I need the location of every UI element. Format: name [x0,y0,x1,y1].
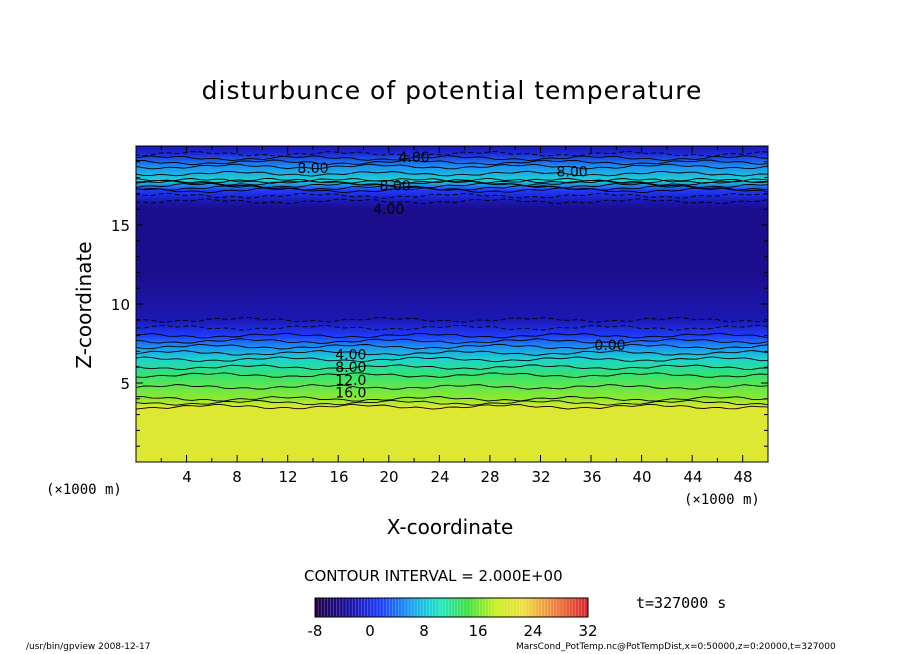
footer-left: /usr/bin/gpview 2008-12-17 [26,642,151,652]
contour-line [135,198,769,205]
colorbar-frame [314,597,589,618]
contour-line [135,396,769,402]
contour-line [135,182,769,189]
colorbar-stripes [314,598,589,617]
contour-line [135,324,769,331]
contour-line [135,163,769,170]
y-tick-label: 10 [110,296,130,314]
colorbar [314,597,589,618]
x-tick-label: 12 [278,468,298,486]
contour-label: 8.00 [556,164,587,180]
contour-label: 8.00 [335,360,366,376]
contour-label: 16.0 [335,385,366,401]
contour-label: 8.00 [297,161,328,177]
colorbar-tick-label: -8 [307,622,323,640]
contour-line [135,185,769,191]
x-tick-label: 24 [430,468,450,486]
colorbar-fill [315,598,588,617]
contour-line [135,403,769,410]
contour-line [135,350,769,356]
contour-line [135,384,769,390]
footer-right: MarsCond_PotTemp.nc@PotTempDist,x=0:5000… [516,642,836,652]
contour-line [135,187,769,194]
contour-line [135,364,769,371]
contour-line [135,399,769,406]
x-tick-label: 16 [329,468,349,486]
y-tick-label: 5 [120,375,130,393]
contour-label: 4.00 [373,202,404,218]
contour-label: 0.00 [594,338,625,354]
x-axis-label: X-coordinate [386,515,514,539]
colorbar-tick-label: 0 [365,622,375,640]
colorbar-tick-label: 16 [468,622,488,640]
contour-label: 4.00 [398,150,429,166]
contour-line [135,155,769,162]
x-tick-label: 44 [683,468,703,486]
contour-interval-label: CONTOUR INTERVAL = 2.000E+00 [304,567,563,585]
x-tick-label: 4 [182,468,192,486]
contour-line [135,356,769,363]
colorbar-tick-label: 32 [578,622,598,640]
x-tick-label: 32 [531,468,551,486]
contour-label: 4.00 [335,348,366,364]
x-tick-label: 28 [480,468,500,486]
x-tick-label: 20 [379,468,399,486]
colorbar-tick-label: 8 [419,622,429,640]
contour-label: 12.0 [335,373,366,389]
contour-line [135,177,769,184]
y-tick-label: 15 [110,217,130,235]
y-axis-label: Z-coordinate [72,241,96,369]
contour-line [135,151,769,157]
x-tick-label: 40 [632,468,652,486]
contour-line [135,316,769,323]
contour-line [135,170,769,177]
contour-label: 8.00 [380,179,411,195]
x-tick-label: 48 [733,468,753,486]
x-unit-left: (×1000 m) [46,482,122,498]
contour-lines [135,151,769,410]
y-ticks [136,161,768,447]
contour-line [135,177,769,184]
contour-line [135,343,769,350]
heatmap-field [136,146,768,462]
chart-title: disturbunce of potential temperature [201,76,703,105]
contour-line [135,159,769,166]
x-tick-label: 36 [582,468,602,486]
contour-line [135,192,769,199]
contour-line [135,338,769,345]
x-tick-label: 8 [232,468,242,486]
contour-line [135,332,769,339]
x-unit-right: (×1000 m) [684,492,760,508]
x-ticks [160,146,744,462]
contour-line [135,372,769,379]
time-label: t=327000 s [636,594,727,612]
colorbar-tick-label: 24 [523,622,543,640]
